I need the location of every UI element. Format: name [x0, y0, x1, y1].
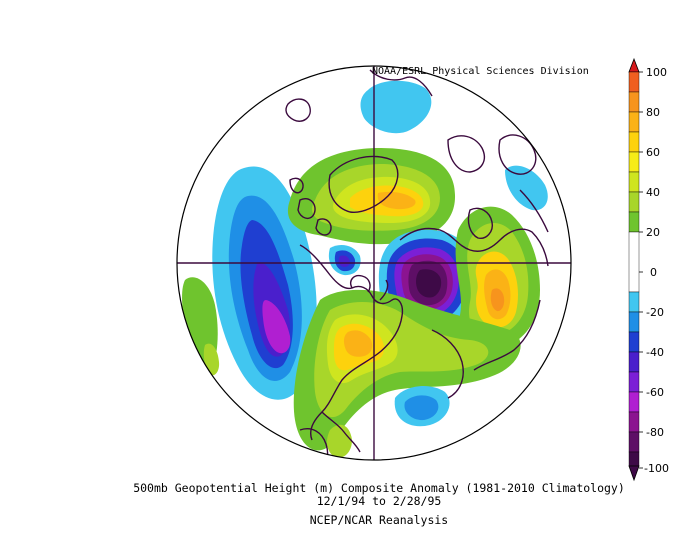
colorbar-label-minus-80: -80 — [646, 426, 664, 439]
colorbar-label-40: 40 — [646, 186, 660, 199]
colorbar-label-60: 60 — [646, 146, 660, 159]
colorbar-label-minus-40: -40 — [646, 346, 664, 359]
colorbar-bottom-arrow — [628, 465, 640, 482]
map-title: 500mb Geopotential Height (m) Composite … — [133, 481, 625, 495]
colorbar-label-minus-20: -20 — [646, 306, 664, 319]
colorbar-label-0: 0 — [650, 266, 657, 279]
pacific-negative-anomaly — [212, 166, 317, 400]
colorbar — [628, 57, 643, 482]
credit-label: NOAA/ESRL Physical Sciences Division — [372, 66, 589, 77]
colorbar-top-arrow — [628, 57, 640, 73]
grid-lines — [177, 66, 571, 460]
anomaly-field — [182, 80, 548, 458]
colorbar-label-20: 20 — [646, 226, 660, 239]
southern-positive-anomaly — [293, 289, 521, 458]
arctic-top-negative — [360, 80, 432, 134]
map-date-range: 12/1/94 to 2/28/95 — [316, 494, 442, 508]
colorbar-label-minus-100: -100 — [644, 462, 669, 475]
arctic-positive-anomaly — [287, 147, 456, 245]
colorbar-label-minus-60: -60 — [646, 386, 664, 399]
east-edge-negative — [505, 165, 548, 211]
map-border — [176, 65, 572, 461]
colorbar-label-80: 80 — [646, 106, 660, 119]
map-source: NCEP/NCAR Reanalysis — [309, 513, 449, 527]
coastlines — [285, 69, 549, 460]
colorbar-label-100: 100 — [646, 66, 667, 79]
